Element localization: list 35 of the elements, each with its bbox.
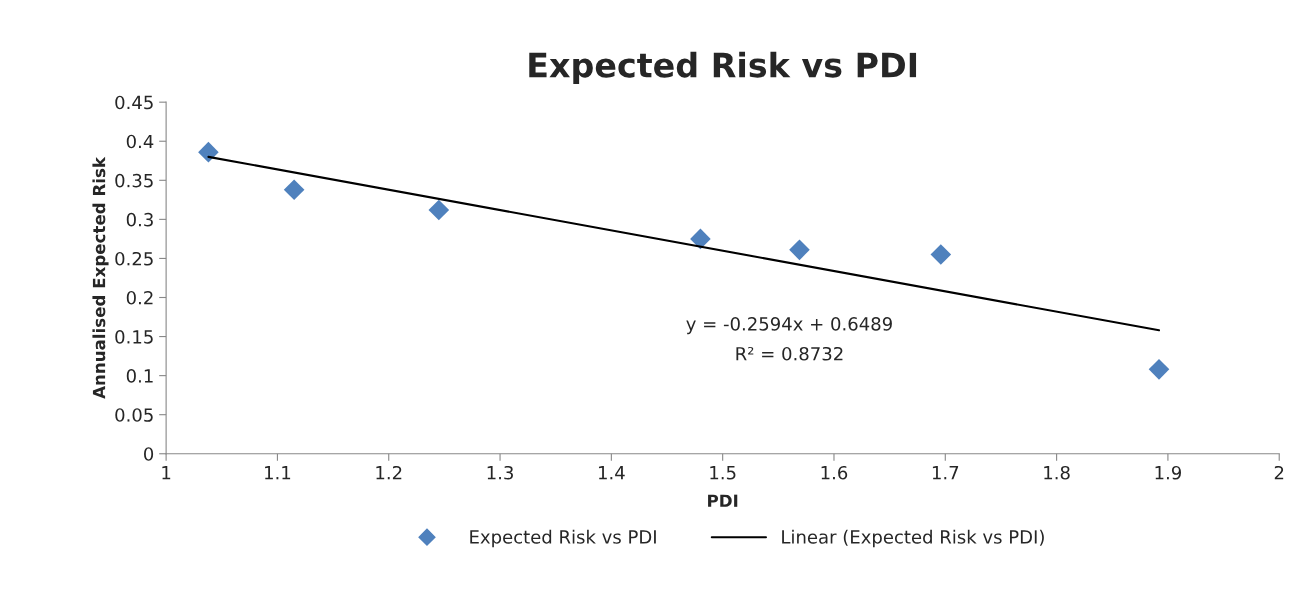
y-tick-label: 0.45 (115, 95, 153, 110)
legend-label: Expected Risk vs PDI (470, 529, 656, 548)
x-tick-label: 1.4 (598, 466, 625, 480)
x-tick-label: 1.7 (932, 466, 959, 480)
x-tick-label: 1.5 (710, 466, 736, 480)
x-tick-label: 1 (162, 466, 171, 480)
chart-title: Expected Risk vs PDI (529, 51, 917, 85)
point (283, 179, 305, 200)
x-tick-label: 1.9 (1155, 465, 1181, 480)
point (930, 244, 952, 265)
y-tick-label: 0.2 (126, 290, 153, 305)
x-tick-label: 1.1 (265, 466, 291, 480)
y-tick-label: 0.05 (115, 408, 153, 422)
annotation: R² = 0.8732 (736, 346, 843, 361)
legend-label: Linear (Expected Risk vs PDI) (782, 529, 1044, 548)
point (690, 228, 711, 250)
y-axis-title: Annualised Expected Risk (92, 156, 109, 399)
y-tick-label: 0.15 (115, 330, 153, 344)
y-tick-label: 0.3 (126, 212, 153, 227)
x-tick-label: 1.6 (821, 465, 848, 480)
x-tick-label: 2 (1274, 465, 1284, 480)
y-tick-label: 0.25 (115, 251, 153, 266)
x-tick-label: 1.2 (376, 465, 402, 480)
x-tick-label: 1.8 (1044, 465, 1070, 480)
annotation: y = -0.2594x + 0.6489 (686, 317, 892, 335)
point (789, 239, 810, 261)
y-tick-label: 0 (144, 447, 154, 461)
y-tick-label: 0.1 (126, 369, 153, 383)
y-tick-label: 0.4 (126, 134, 154, 149)
point (1148, 359, 1170, 380)
point (428, 199, 450, 221)
y-tick-label: 0.35 (115, 173, 153, 188)
point (198, 141, 219, 163)
x-axis-title: PDI (708, 494, 738, 507)
x-tick-label: 1.3 (487, 465, 513, 480)
